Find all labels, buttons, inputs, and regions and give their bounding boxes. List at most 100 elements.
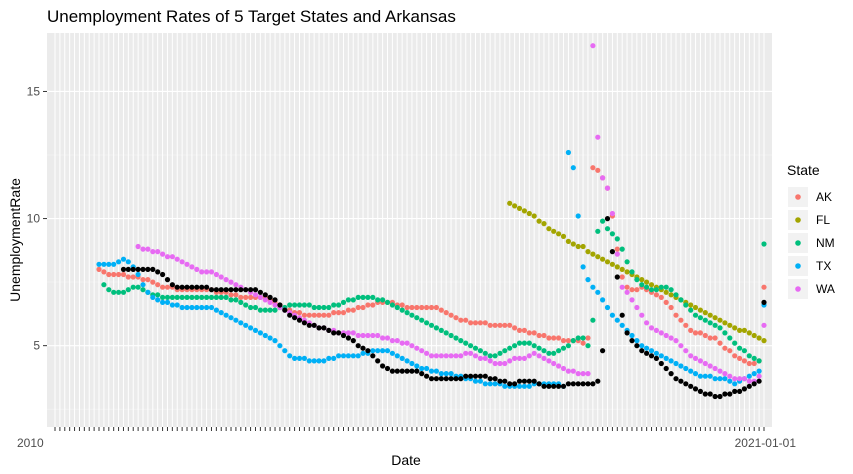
data-point [350,297,356,303]
data-point [697,373,704,379]
data-point [145,246,151,252]
legend-label: FL [816,213,830,227]
data-point [414,345,420,351]
data-point [223,294,229,300]
data-point [404,304,410,311]
data-point [600,175,606,181]
data-point [477,373,483,379]
data-point [727,335,733,341]
data-point [551,335,557,341]
data-point [306,312,312,318]
data-point [399,340,405,346]
data-point [609,231,616,237]
y-tick-label: 10 [27,212,41,226]
data-point [463,317,469,323]
data-point [477,378,483,384]
data-point [120,266,127,272]
data-point [516,383,523,389]
y-tick-label: 15 [27,84,41,98]
data-point [468,343,474,349]
data-point [551,350,557,356]
data-point [546,335,552,341]
data-point [487,376,493,382]
data-point [717,393,723,400]
data-point [511,325,518,331]
data-point [419,371,425,377]
data-point [639,312,645,318]
data-point [526,383,532,389]
data-point [565,368,572,374]
data-point [164,294,171,300]
data-point [453,376,459,382]
data-point [468,320,474,326]
data-point [389,368,395,374]
data-point [688,307,694,313]
data-point [135,243,141,250]
legend: State AK FL NM TX WA [787,162,835,299]
data-point [653,287,660,293]
data-point [340,310,347,316]
data-point [541,355,547,361]
data-point [350,307,356,313]
data-point [424,365,430,372]
data-point [546,358,552,364]
data-point [262,292,268,298]
data-point [428,304,435,311]
data-point [761,322,767,328]
data-point [536,353,542,359]
data-point [375,358,381,364]
data-point [585,371,591,377]
data-point [624,330,630,336]
data-point [727,348,733,354]
data-point [140,287,146,293]
data-point [585,343,591,349]
data-point [419,304,425,311]
data-point [482,381,488,387]
data-point [634,287,640,293]
data-point [252,292,259,298]
data-point [707,335,713,341]
data-point [722,376,728,382]
data-point [267,335,273,341]
data-point [746,373,752,379]
data-point [208,287,215,293]
data-point [595,167,601,173]
data-point [521,378,528,384]
data-point [238,287,244,293]
data-point [487,381,493,387]
data-point [199,294,205,300]
data-point [409,304,415,311]
data-point [438,371,444,377]
data-point [370,348,376,354]
data-point [340,299,347,305]
data-point [125,287,131,293]
data-point [707,320,713,326]
data-point [526,378,532,384]
data-point [409,312,415,318]
data-point [507,381,513,387]
data-point [194,294,200,300]
legend-label: NM [816,236,835,250]
data-point [678,363,684,369]
data-point [604,185,611,191]
data-point [296,310,303,316]
data-point [463,373,469,379]
data-point [360,304,366,311]
data-point [223,287,229,293]
data-point [331,330,337,336]
data-point [648,325,655,331]
data-point [272,338,278,344]
data-point [419,365,425,372]
data-point [331,302,337,308]
data-point [321,312,327,318]
data-point [189,304,195,311]
data-point [644,345,650,351]
data-point [502,360,508,367]
data-point [570,338,576,344]
data-point [629,297,635,303]
data-point [380,363,386,369]
data-point [663,332,669,339]
legend-marker [795,194,801,200]
data-point [761,338,767,344]
data-point [590,43,596,49]
